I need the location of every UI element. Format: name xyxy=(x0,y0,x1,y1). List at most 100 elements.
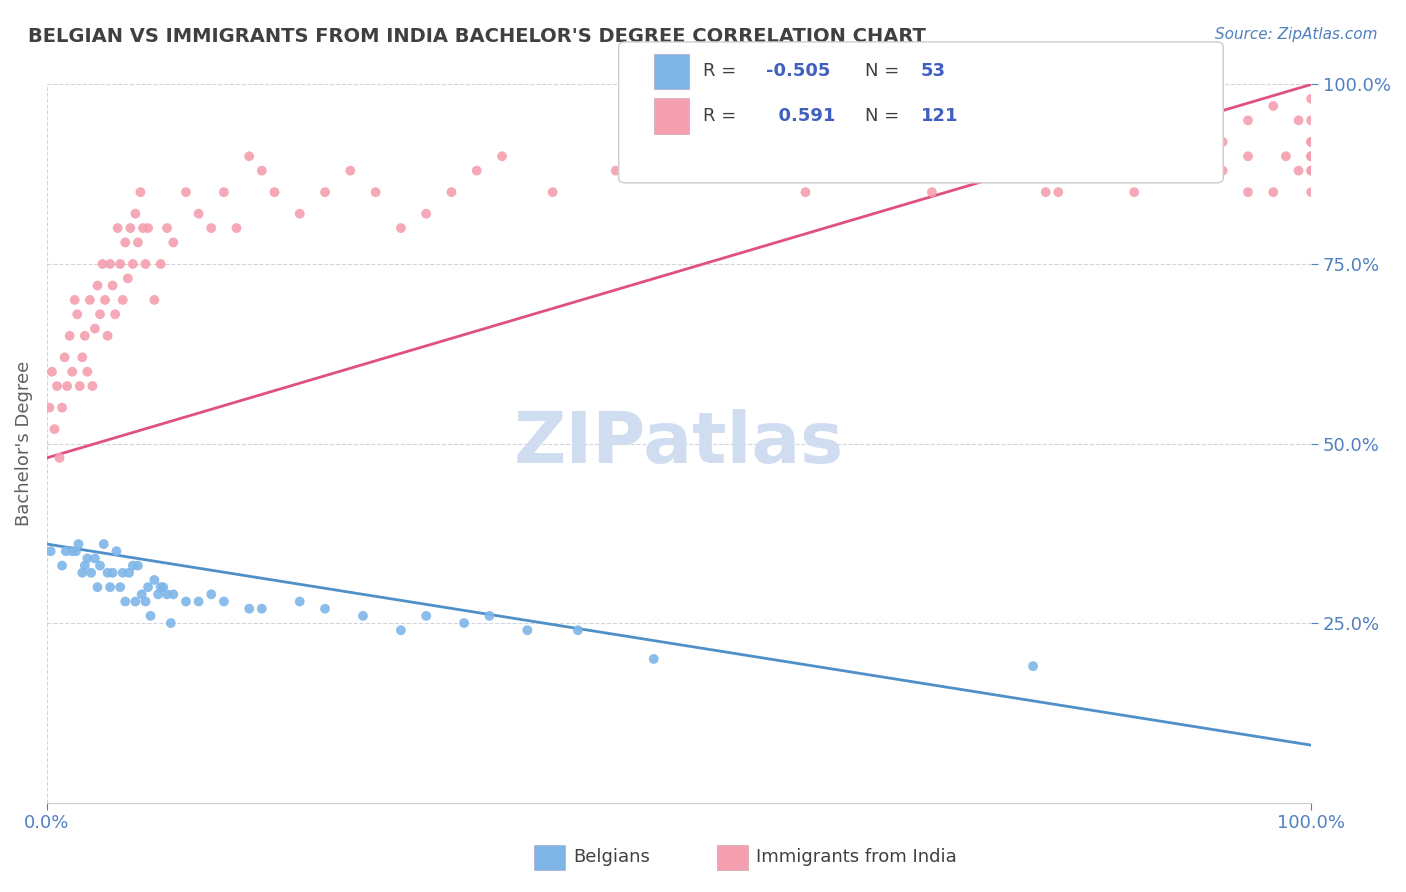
Point xyxy=(731,135,754,149)
Text: N =: N = xyxy=(865,62,904,80)
Point xyxy=(146,587,169,601)
Point xyxy=(1161,163,1184,178)
Point xyxy=(107,221,129,235)
Point xyxy=(1275,149,1298,163)
Point xyxy=(1301,149,1323,163)
Point xyxy=(152,580,174,594)
Point xyxy=(101,566,124,580)
Point xyxy=(73,328,96,343)
Point xyxy=(114,594,136,608)
Point xyxy=(139,608,162,623)
Point xyxy=(1111,149,1133,163)
Point xyxy=(1301,185,1323,199)
Y-axis label: Bachelor's Degree: Bachelor's Degree xyxy=(15,361,32,526)
Point xyxy=(314,185,336,199)
Point xyxy=(89,558,111,573)
Point xyxy=(156,221,179,235)
Point xyxy=(250,163,273,178)
Point xyxy=(567,624,589,638)
Point xyxy=(84,551,107,566)
Point xyxy=(98,580,121,594)
Text: -0.505: -0.505 xyxy=(766,62,831,80)
Point xyxy=(478,608,501,623)
Point xyxy=(389,624,412,638)
Point xyxy=(86,580,108,594)
Point xyxy=(111,566,134,580)
Point xyxy=(1212,135,1234,149)
Point xyxy=(131,587,153,601)
Point xyxy=(66,307,89,321)
Point xyxy=(1123,185,1146,199)
Point xyxy=(93,537,115,551)
Point xyxy=(921,185,943,199)
Point xyxy=(59,328,82,343)
Point xyxy=(101,278,124,293)
Point xyxy=(415,207,437,221)
Text: N =: N = xyxy=(865,107,904,125)
Point xyxy=(60,544,83,558)
Point xyxy=(1263,185,1285,199)
Point xyxy=(858,135,880,149)
Point xyxy=(1035,185,1057,199)
Point xyxy=(1111,113,1133,128)
Point xyxy=(238,149,260,163)
Point xyxy=(1301,135,1323,149)
Point xyxy=(212,594,235,608)
Point xyxy=(114,235,136,250)
Point xyxy=(896,163,918,178)
Point xyxy=(143,573,166,587)
Point xyxy=(84,321,107,335)
Point xyxy=(51,558,73,573)
Point xyxy=(121,257,143,271)
Point xyxy=(89,307,111,321)
Point xyxy=(693,163,716,178)
Point xyxy=(76,365,98,379)
Point xyxy=(1237,113,1260,128)
Point xyxy=(1085,149,1108,163)
Point xyxy=(288,207,311,221)
Point xyxy=(668,149,690,163)
Point xyxy=(65,544,87,558)
Point xyxy=(94,293,117,307)
Point xyxy=(97,328,120,343)
Point xyxy=(794,163,817,178)
Point xyxy=(1047,149,1070,163)
Point xyxy=(440,185,463,199)
Text: Belgians: Belgians xyxy=(574,848,651,866)
Point xyxy=(288,594,311,608)
Point xyxy=(118,566,141,580)
Point xyxy=(162,235,184,250)
Point xyxy=(1174,113,1197,128)
Point xyxy=(67,537,90,551)
Point xyxy=(200,221,222,235)
Point xyxy=(129,185,152,199)
Text: Source: ZipAtlas.com: Source: ZipAtlas.com xyxy=(1215,27,1378,42)
Point xyxy=(91,257,114,271)
Point xyxy=(156,587,179,601)
Point xyxy=(127,235,149,250)
Point xyxy=(225,221,247,235)
Point xyxy=(820,149,842,163)
Point xyxy=(86,278,108,293)
Point xyxy=(1301,163,1323,178)
Point xyxy=(605,163,627,178)
Point xyxy=(1288,113,1310,128)
Point xyxy=(1301,113,1323,128)
Text: 0.591: 0.591 xyxy=(766,107,835,125)
Point xyxy=(143,293,166,307)
Point xyxy=(110,580,132,594)
Point xyxy=(997,149,1019,163)
Point xyxy=(921,163,943,178)
Point xyxy=(1237,149,1260,163)
Point xyxy=(858,149,880,163)
Point xyxy=(731,149,754,163)
Point xyxy=(72,351,94,365)
Text: ZIPatlas: ZIPatlas xyxy=(515,409,844,478)
Text: R =: R = xyxy=(703,62,742,80)
Point xyxy=(769,135,792,149)
Point xyxy=(1174,163,1197,178)
Point xyxy=(117,271,139,285)
Point xyxy=(97,566,120,580)
Point xyxy=(200,587,222,601)
Point xyxy=(1301,163,1323,178)
